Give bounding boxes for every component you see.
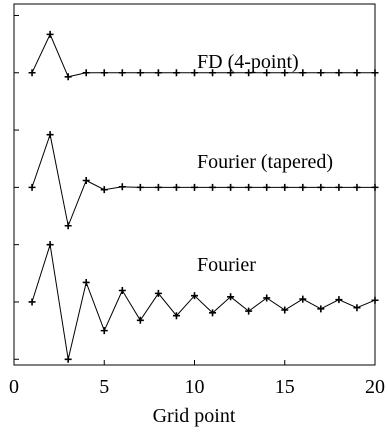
x-tick-label: 0 — [9, 376, 19, 398]
data-point-marker — [299, 69, 307, 77]
data-point-marker — [335, 183, 343, 191]
data-point-marker — [136, 69, 144, 77]
x-axis-title: Grid point — [153, 405, 236, 427]
data-point-marker — [281, 183, 289, 191]
data-point-marker — [209, 309, 217, 317]
data-point-marker — [209, 183, 217, 191]
data-point-marker — [209, 69, 217, 77]
x-tick-label: 15 — [275, 376, 295, 398]
data-point-marker — [28, 298, 36, 306]
data-point-marker — [317, 183, 325, 191]
data-point-marker — [46, 241, 54, 249]
data-point-marker — [263, 69, 271, 77]
x-tick-label: 20 — [365, 376, 385, 398]
data-point-marker — [172, 69, 180, 77]
data-point-marker — [317, 69, 325, 77]
series-label-fourier-tapered: Fourier (tapered) — [197, 151, 333, 173]
data-point-marker — [100, 69, 108, 77]
series-label-fd: FD (4-point) — [197, 51, 299, 73]
data-point-marker — [82, 278, 90, 286]
data-point-marker — [245, 307, 253, 315]
data-point-marker — [263, 294, 271, 302]
data-point-marker — [100, 327, 108, 335]
data-point-marker — [28, 69, 36, 77]
data-point-marker — [82, 176, 90, 184]
data-point-marker — [172, 312, 180, 320]
data-point-marker — [100, 186, 108, 194]
data-point-marker — [28, 183, 36, 191]
data-point-marker — [227, 293, 235, 301]
data-point-marker — [245, 183, 253, 191]
data-point-marker — [371, 183, 379, 191]
data-point-marker — [154, 289, 162, 297]
data-point-marker — [227, 183, 235, 191]
data-point-marker — [172, 183, 180, 191]
x-tick-label: 10 — [185, 376, 205, 398]
data-point-marker — [335, 296, 343, 304]
data-point-marker — [227, 69, 235, 77]
data-point-marker — [46, 30, 54, 38]
x-ticks: 0 5 10 15 20 — [9, 360, 385, 398]
data-point-marker — [136, 183, 144, 191]
x-tick-label: 5 — [99, 376, 109, 398]
series-label-fourier: Fourier — [197, 254, 256, 276]
data-point-marker — [154, 183, 162, 191]
data-point-marker — [371, 296, 379, 304]
data-point-marker — [263, 183, 271, 191]
data-point-marker — [353, 304, 361, 312]
series-1 — [28, 131, 379, 230]
data-point-marker — [191, 292, 198, 300]
data-point-marker — [281, 69, 289, 77]
data-point-marker — [154, 69, 162, 77]
series-layer — [28, 30, 379, 363]
data-point-marker — [136, 316, 144, 324]
y-ticks — [14, 14, 19, 360]
data-point-marker — [46, 131, 54, 139]
data-point-marker — [353, 69, 361, 77]
data-point-marker — [191, 183, 198, 191]
data-point-marker — [118, 183, 126, 191]
data-point-marker — [317, 305, 325, 313]
data-point-marker — [335, 69, 343, 77]
data-point-marker — [118, 69, 126, 77]
data-point-marker — [299, 183, 307, 191]
data-point-marker — [191, 69, 198, 77]
data-point-marker — [353, 183, 361, 191]
data-point-marker — [64, 222, 72, 230]
data-point-marker — [281, 306, 289, 314]
data-point-marker — [245, 69, 253, 77]
series-0 — [28, 30, 379, 81]
series-line — [31, 244, 376, 360]
data-point-marker — [118, 287, 126, 295]
series-2 — [28, 241, 379, 363]
data-point-marker — [64, 355, 72, 363]
data-point-marker — [299, 295, 307, 303]
data-point-marker — [82, 69, 90, 77]
data-point-marker — [371, 69, 379, 77]
data-point-marker — [64, 73, 72, 81]
